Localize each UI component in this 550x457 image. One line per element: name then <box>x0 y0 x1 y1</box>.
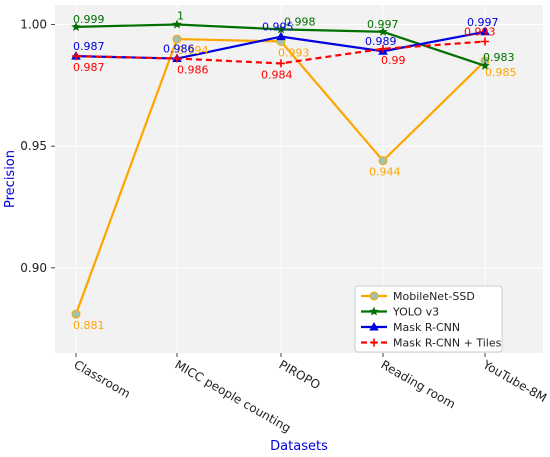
series-group <box>71 19 490 319</box>
legend-label: MobileNet-SSD <box>393 290 475 303</box>
legend-marker <box>369 322 379 331</box>
data-point <box>173 54 181 63</box>
legend-label: Mask R-CNN + Tiles <box>393 337 502 350</box>
data-point <box>172 34 182 44</box>
legend-marker <box>370 338 378 347</box>
data-point <box>480 26 490 36</box>
legend-entry-mask-rcnn-tiles: Mask R-CNN + Tiles <box>361 337 502 350</box>
series-mask-rcnn-tiles <box>72 37 489 68</box>
data-point <box>378 26 388 36</box>
data-label: 0.984 <box>261 68 293 81</box>
y-tick-label: 0.90 <box>20 261 47 275</box>
legend-marker <box>369 306 379 316</box>
y-tick-label: 0.95 <box>20 139 47 153</box>
data-label: 0.881 <box>73 319 105 332</box>
data-label: 0.99 <box>381 54 406 67</box>
data-point <box>277 59 285 68</box>
data-label: 0.999 <box>73 13 105 26</box>
data-label: 0.997 <box>367 18 399 31</box>
x-tick-label: MICC people counting <box>173 357 294 435</box>
data-point <box>71 309 81 319</box>
legend-label: Mask R-CNN <box>393 321 460 334</box>
data-point <box>276 24 286 34</box>
data-label: 0.985 <box>485 66 517 79</box>
legend-marker <box>369 291 379 301</box>
x-tick-label: Reading room <box>379 357 458 411</box>
data-point <box>480 60 490 70</box>
x-axis-label: Datasets <box>270 439 328 454</box>
legend-entries: MobileNet-SSD YOLO v3 Mask R-CNN Mask R-CNN… <box>361 290 502 350</box>
data-label: 0.994 <box>177 44 209 57</box>
data-label: 0.986 <box>177 64 209 77</box>
data-label: 1 <box>177 9 184 22</box>
x-tick-label: Classroom <box>72 357 133 400</box>
series-yolo-v3 <box>71 19 490 70</box>
data-label: 0.993 <box>464 26 496 39</box>
data-point <box>172 19 182 29</box>
data-point <box>481 37 489 46</box>
data-label: 0.983 <box>483 51 515 64</box>
data-label: 0.998 <box>284 15 316 28</box>
legend-entry-mask-rcnn: Mask R-CNN <box>361 321 460 334</box>
y-tick-label: 1.00 <box>20 17 47 31</box>
data-label: 0.987 <box>73 61 105 74</box>
data-label: 0.986 <box>163 43 195 56</box>
data-point <box>72 52 80 61</box>
legend-entry-yolo-v3: YOLO v3 <box>361 306 439 319</box>
data-label: 0.993 <box>278 47 310 60</box>
data-point <box>71 21 81 31</box>
legend: MobileNet-SSD YOLO v3 Mask R-CNN Mask R-CNN… <box>354 285 503 353</box>
legend-box <box>354 285 503 353</box>
data-label: 0.987 <box>73 40 105 53</box>
data-label: 0.989 <box>365 35 397 48</box>
y-axis-label: Precision <box>3 150 18 208</box>
data-label: 0.944 <box>369 166 401 179</box>
legend-entry-mobilenet-ssd: MobileNet-SSD <box>361 290 475 303</box>
data-point <box>276 31 286 41</box>
x-tick-label: YouTube-8M <box>480 357 549 405</box>
data-label: 0.995 <box>262 21 294 34</box>
y-axis: 0.90 0.95 1.00 <box>20 17 55 275</box>
legend-label: YOLO v3 <box>392 306 439 319</box>
series-mobilenet-ssd <box>71 34 490 319</box>
data-point <box>378 156 388 166</box>
data-point <box>379 44 387 53</box>
x-tick-label: PIROPO <box>277 357 323 392</box>
data-label: 0.997 <box>467 16 499 29</box>
